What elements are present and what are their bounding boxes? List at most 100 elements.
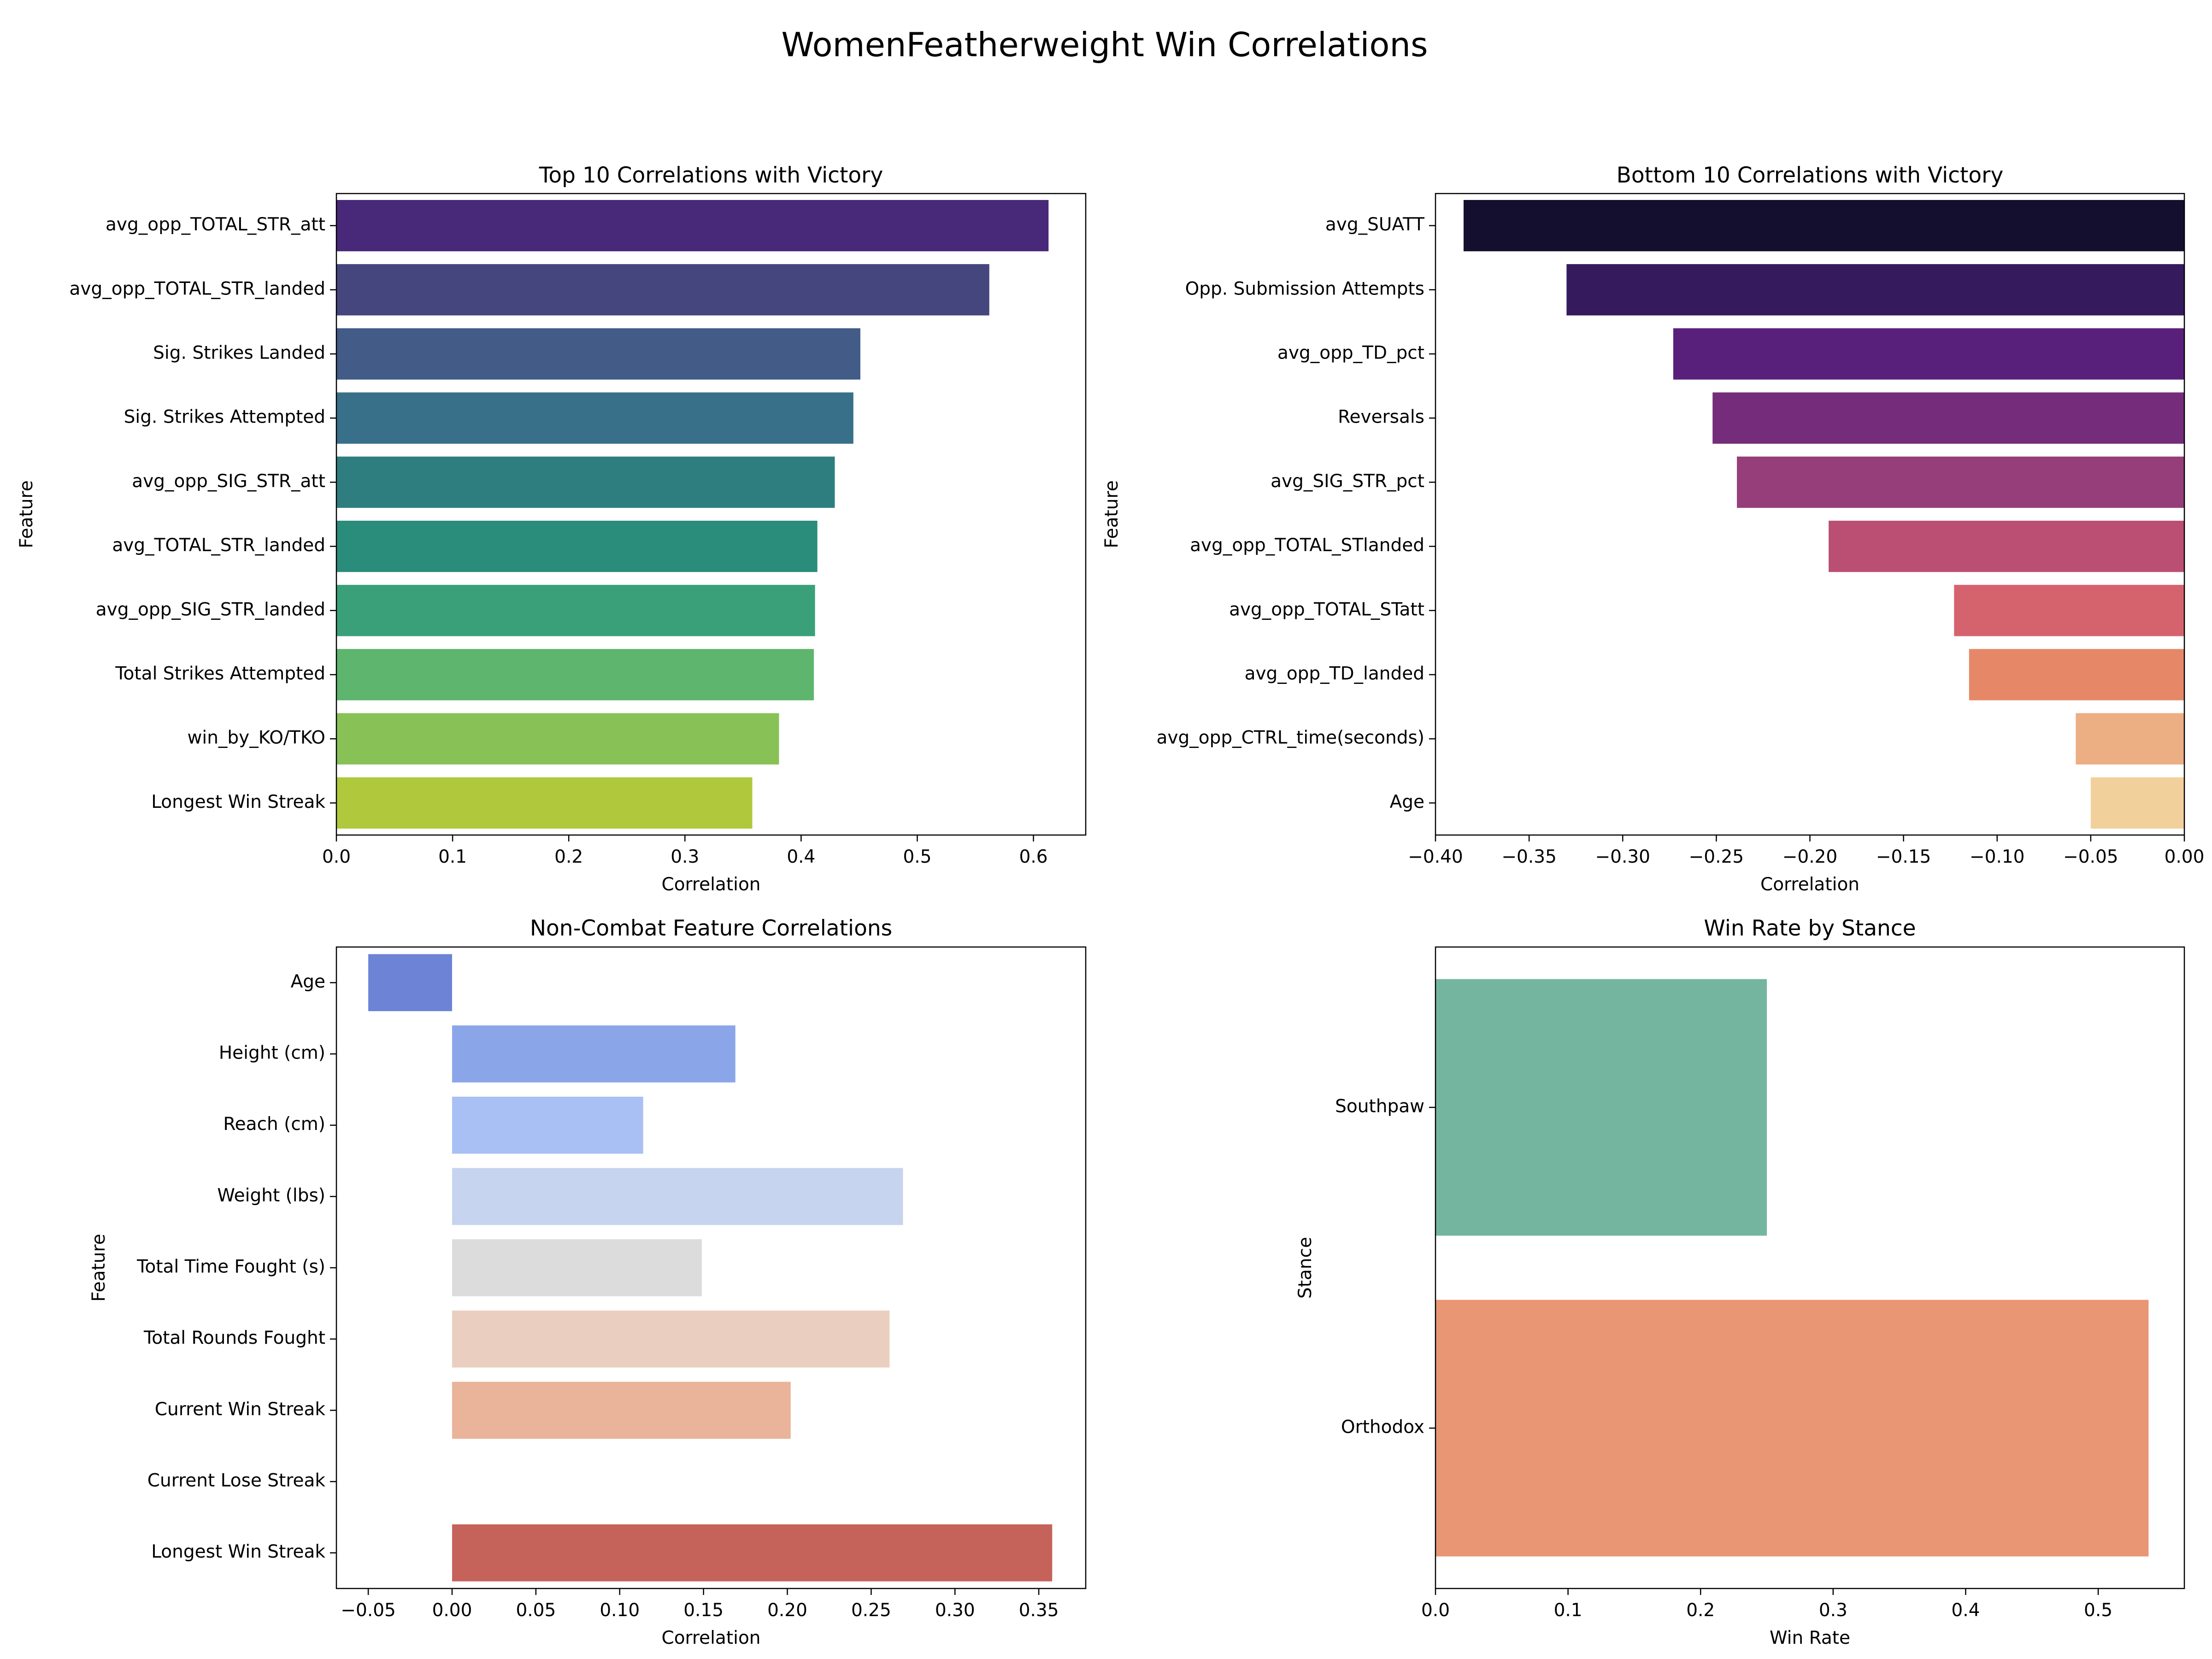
bar-orthodox [1435,1300,2149,1557]
x-axis-label: Correlation [1760,874,1859,895]
y-tick-label: Current Win Streak [155,1399,326,1420]
x-tick-label: 0.1 [438,847,467,867]
x-tick-label: 0.0 [322,847,351,867]
top-correlations-chart: avg_opp_TOTAL_STR_att avg_opp_TOTAL_STR_l… [16,163,1087,895]
y-tick-label: avg_opp_TOTAL_STatt [1229,599,1424,620]
x-tick-label: −0.05 [341,1600,396,1621]
y-tick-label: Age [291,971,325,992]
bar-win-by-ko-tko [336,713,779,765]
figure-title: WomenFeatherweight Win Correlations [781,25,1428,64]
bar-reversals [1712,392,2184,444]
y-axis-label: Feature [16,480,37,548]
x-tick-label: 0.3 [671,847,699,867]
y-tick-label: avg_opp_SIG_STR_att [132,471,325,492]
bar-total-strikes-attempted [336,649,814,700]
y-tick-label: avg_SUATT [1325,214,1424,235]
x-tick-label: 0.3 [1819,1600,1847,1621]
axes-frame [1435,946,2185,1589]
y-tick-label: Sig. Strikes Attempted [124,407,325,428]
bar-sig-strikes-landed [336,328,860,380]
x-tick-label: 0.2 [554,847,583,867]
bar-avg-opp-td-landed [1969,649,2184,700]
x-tick-label: 0.35 [1019,1600,1059,1621]
y-tick-label: avg_opp_CTRL_time(seconds) [1157,728,1424,748]
bar-weight-lbs [452,1168,903,1225]
x-tick-label: 0.05 [516,1600,556,1621]
y-tick-label: avg_SIG_STR_pct [1271,471,1424,492]
bar-height-cm [452,1025,735,1082]
y-axis-label: Feature [88,1234,109,1301]
bottom-correlations-chart: avg_SUATT Opp. Submission Attempts avg_opp… [1101,163,2204,895]
bar-total-rounds-fought [452,1310,890,1368]
y-tick-label: Height (cm) [219,1043,325,1064]
bar-avg-opp-sig-str-landed [336,585,815,636]
x-tick-label: 0.4 [787,847,815,867]
bar-avg-opp-total-str-landed [336,264,989,316]
bar-avg-total-str-landed [336,520,818,572]
bar-avg-opp-total-stlanded [1829,520,2184,572]
y-tick-label: Opp. Submission Attempts [1185,278,1424,299]
y-tick-label: Total Strikes Attempted [115,664,325,684]
x-tick-label: −0.35 [1501,847,1557,867]
y-tick-label: Longest Win Streak [151,1541,325,1562]
bar-southpaw [1435,979,1767,1236]
bar-avg-opp-td-pct [1673,328,2184,380]
x-tick-label: 0.0 [1421,1600,1450,1621]
x-axis-label: Correlation [661,1628,760,1648]
y-tick-label: Orthodox [1341,1417,1424,1438]
y-tick-label: avg_opp_TD_pct [1277,343,1424,364]
x-tick-label: 0.25 [851,1600,891,1621]
y-tick-label: Weight (lbs) [217,1185,325,1206]
bar-longest-win-streak [452,1524,1053,1582]
x-tick-label: 0.00 [432,1600,472,1621]
bar-longest-win-streak [336,777,753,829]
bar-avg-suatt [1463,200,2184,252]
y-tick-label: avg_opp_TOTAL_STlanded [1190,535,1424,556]
bar-age [2090,777,2184,829]
stance-win-rate-chart: Southpaw Orthodox 0.0 0.1 0.2 0.3 0.4 0.5 Win Ra… [1295,916,2185,1648]
bar-current-win-streak [452,1382,791,1439]
x-tick-label: 0.30 [935,1600,975,1621]
y-tick-label: avg_opp_SIG_STR_landed [96,599,325,620]
x-tick-label: −0.05 [2063,847,2118,867]
chart-title: Top 10 Correlations with Victory [539,163,883,188]
x-tick-label: 0.15 [683,1600,724,1621]
y-tick-label: Reach (cm) [223,1114,325,1135]
x-tick-label: 0.00 [2165,847,2205,867]
y-tick-label: Reversals [1338,407,1424,428]
bar-avg-opp-total-str-att [336,200,1049,252]
bar-avg-sig-str-pct [1737,456,2184,508]
x-tick-label: 0.5 [2084,1600,2112,1621]
x-tick-label: 0.2 [1686,1600,1715,1621]
y-tick-label: Longest Win Streak [151,792,325,812]
bar-avg-opp-ctrl-time-seconds [2076,713,2184,765]
x-tick-label: 0.4 [1951,1600,1980,1621]
y-tick-label: avg_opp_TD_landed [1245,664,1424,684]
chart-title: Non-Combat Feature Correlations [530,916,892,941]
x-tick-label: −0.30 [1595,847,1650,867]
x-tick-label: 0.6 [1019,847,1048,867]
x-tick-label: 0.5 [903,847,931,867]
bar-total-time-fought-s [452,1239,702,1296]
y-axis-label: Feature [1101,480,1122,548]
bar-opp-submission-attempts [1566,264,2184,316]
y-axis-label: Stance [1295,1237,1316,1299]
x-axis-label: Win Rate [1770,1628,1850,1648]
axes-frame [335,193,1087,836]
x-tick-label: −0.15 [1876,847,1931,867]
chart-title: Win Rate by Stance [1704,916,1916,941]
y-tick-label: Total Time Fought (s) [136,1257,325,1277]
y-tick-label: avg_TOTAL_STR_landed [112,535,325,556]
non-combat-correlations-chart: Age Height (cm) Reach (cm) Weight (lbs) Tota… [88,916,1087,1648]
y-tick-label: win_by_KO/TKO [187,728,325,748]
bar-avg-opp-total-statt [1954,585,2184,636]
y-tick-label: Age [1390,792,1424,812]
chart-title: Bottom 10 Correlations with Victory [1617,163,2004,188]
x-tick-label: −0.20 [1783,847,1838,867]
y-tick-label: Total Rounds Fought [143,1328,325,1348]
x-tick-label: 0.20 [767,1600,807,1621]
x-tick-label: −0.40 [1408,847,1463,867]
bar-sig-strikes-attempted [336,392,853,444]
x-tick-label: −0.10 [1970,847,2025,867]
